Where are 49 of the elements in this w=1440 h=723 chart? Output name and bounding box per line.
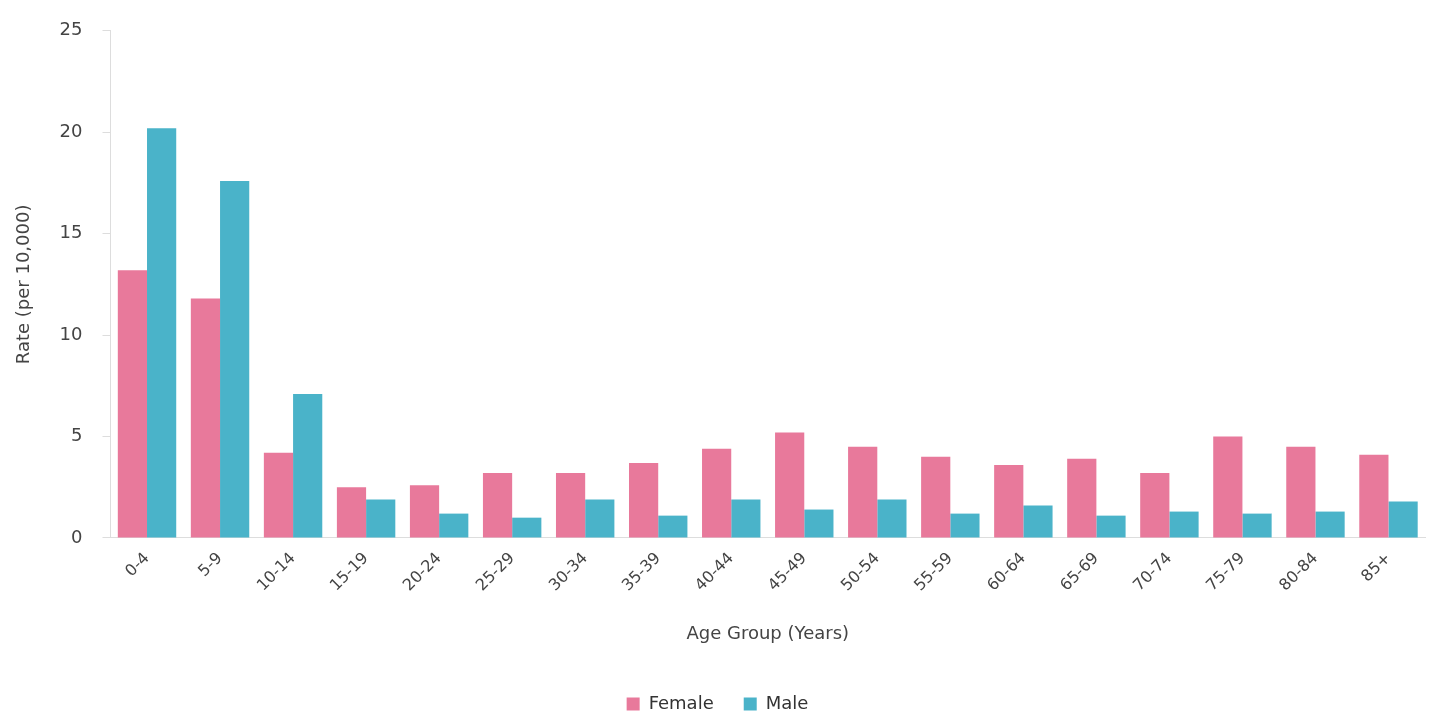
bar xyxy=(1023,505,1053,538)
bar xyxy=(1242,513,1272,538)
bar xyxy=(921,456,951,538)
bar xyxy=(658,515,688,538)
bar xyxy=(877,499,907,538)
bar xyxy=(1140,473,1170,538)
bar xyxy=(848,446,878,538)
bar xyxy=(336,487,367,538)
y-tick-label: 5 xyxy=(71,424,83,446)
bar xyxy=(804,509,834,538)
x-tick-label: 5-9 xyxy=(193,548,226,580)
x-tick-label: 85+ xyxy=(1356,548,1395,586)
bar xyxy=(950,513,980,538)
bar xyxy=(1169,511,1199,538)
bar xyxy=(1213,436,1243,538)
bar xyxy=(1315,511,1345,538)
y-tick-label: 15 xyxy=(59,221,83,243)
bar xyxy=(994,464,1024,538)
legend-label: Female xyxy=(648,691,714,713)
x-axis-title: Age Group (Years) xyxy=(686,621,850,643)
y-tick-label: 25 xyxy=(59,18,83,40)
bar xyxy=(117,270,148,538)
bar xyxy=(482,473,513,538)
bar xyxy=(220,180,250,538)
bar xyxy=(512,517,542,538)
bar xyxy=(585,499,615,538)
bar xyxy=(1388,501,1418,538)
bar xyxy=(190,298,221,538)
bar xyxy=(147,128,177,538)
bar xyxy=(555,473,586,538)
bar xyxy=(439,513,469,538)
y-tick-label: 0 xyxy=(71,525,83,547)
y-tick-label: 20 xyxy=(59,119,83,141)
bar xyxy=(293,393,323,538)
bar xyxy=(1067,458,1097,538)
bar xyxy=(731,499,761,538)
bar xyxy=(409,485,440,538)
bar xyxy=(263,452,294,538)
legend-label: Male xyxy=(765,691,809,713)
bar xyxy=(1096,515,1126,538)
bar xyxy=(629,462,659,538)
bar xyxy=(775,432,805,538)
y-tick-label: 10 xyxy=(59,322,83,344)
x-tick-label: 0-4 xyxy=(120,548,153,580)
bar xyxy=(366,499,396,538)
bar xyxy=(702,448,732,538)
y-axis-title: Rate (per 10,000) xyxy=(12,204,34,365)
bar xyxy=(1359,454,1389,538)
bar xyxy=(1286,446,1316,538)
